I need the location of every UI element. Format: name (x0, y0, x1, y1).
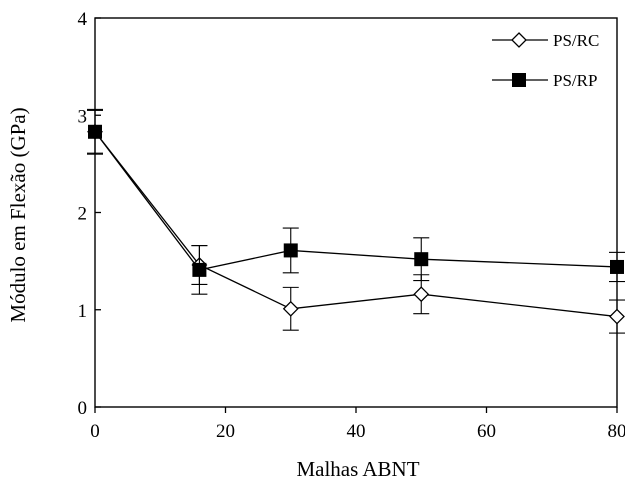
series-line (94, 131, 618, 318)
legend-label: PS/RP (553, 71, 597, 90)
y-axis-title: Módulo em Flexão (GPa) (6, 107, 30, 322)
y-tick-label: 3 (78, 106, 88, 127)
series-layer (87, 108, 625, 334)
legend-label: PS/RC (553, 31, 599, 50)
axes: 0 20 40 60 80 0 1 2 3 4 (78, 9, 625, 442)
series-line (94, 131, 618, 271)
x-tick-label: 40 (347, 421, 366, 442)
x-tick-label: 0 (90, 421, 100, 442)
y-tick-label: 1 (78, 301, 88, 322)
y-tick-label: 2 (78, 204, 88, 225)
series-ps-rc (87, 109, 625, 334)
legend: PS/RC PS/RP (492, 31, 599, 90)
x-tick-label: 20 (216, 421, 235, 442)
data-point (413, 286, 430, 303)
plot-frame (94, 17, 618, 408)
data-point (414, 252, 429, 267)
data-point (283, 243, 298, 258)
data-point (88, 124, 102, 139)
x-tick-label: 60 (477, 421, 496, 442)
x-axis-title: Malhas ABNT (296, 457, 419, 481)
series-ps-rp (87, 108, 625, 295)
legend-item: PS/RP (492, 71, 597, 90)
data-point (609, 308, 625, 325)
data-point (610, 259, 624, 274)
y-tick-label: 4 (78, 9, 88, 30)
legend-marker (512, 73, 526, 87)
data-point (282, 300, 299, 317)
x-tick-label: 80 (608, 421, 625, 442)
data-point (192, 262, 207, 277)
legend-marker (511, 32, 527, 48)
y-tick-label: 0 (78, 398, 88, 419)
legend-item: PS/RC (492, 31, 599, 50)
